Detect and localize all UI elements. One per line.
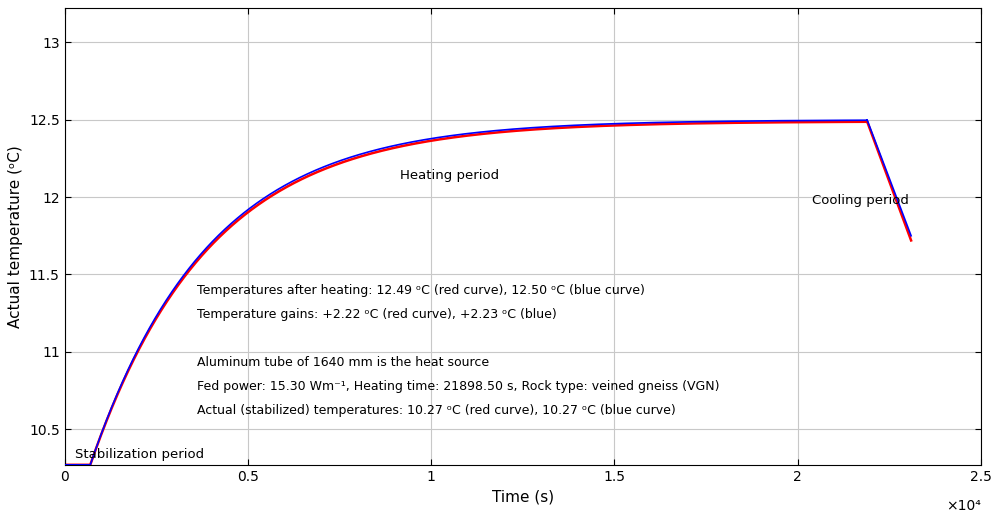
Text: Fed power: 15.30 Wm⁻¹, Heating time: 21898.50 s, Rock type: veined gneiss (VGN): Fed power: 15.30 Wm⁻¹, Heating time: 218…	[197, 379, 719, 393]
Text: Temperatures after heating: 12.49 ᵒC (red curve), 12.50 ᵒC (blue curve): Temperatures after heating: 12.49 ᵒC (re…	[197, 284, 644, 297]
Text: Aluminum tube of 1640 mm is the heat source: Aluminum tube of 1640 mm is the heat sou…	[197, 356, 489, 369]
Text: Temperature gains: +2.22 ᵒC (red curve), +2.23 ᵒC (blue): Temperature gains: +2.22 ᵒC (red curve),…	[197, 308, 556, 321]
Text: Heating period: Heating period	[400, 169, 499, 181]
Text: Stabilization period: Stabilization period	[75, 448, 204, 461]
Text: Actual (stabilized) temperatures: 10.27 ᵒC (red curve), 10.27 ᵒC (blue curve): Actual (stabilized) temperatures: 10.27 …	[197, 404, 675, 417]
Text: ×10⁴: ×10⁴	[946, 499, 981, 513]
Text: Cooling period: Cooling period	[812, 194, 909, 207]
Y-axis label: Actual temperature (ᵒC): Actual temperature (ᵒC)	[8, 145, 23, 328]
X-axis label: Time (s): Time (s)	[492, 489, 554, 504]
